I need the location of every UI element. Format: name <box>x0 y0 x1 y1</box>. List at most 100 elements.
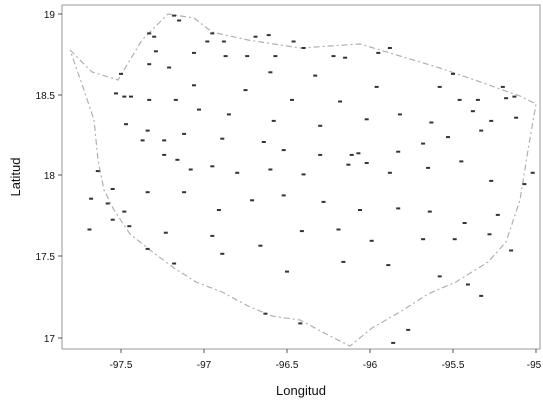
data-point <box>162 153 167 156</box>
data-point <box>245 55 250 58</box>
data-point <box>192 84 196 87</box>
data-point <box>487 233 492 236</box>
data-point <box>216 209 221 211</box>
data-point <box>429 121 434 124</box>
data-point <box>182 132 187 135</box>
data-point <box>421 238 426 241</box>
data-point <box>110 218 115 221</box>
data-point <box>426 166 431 169</box>
data-point <box>446 136 450 139</box>
data-point <box>386 264 391 267</box>
plot-frame <box>61 4 541 350</box>
data-point <box>281 149 286 152</box>
data-point <box>301 173 306 176</box>
x-axis-label: Longitud <box>276 383 326 398</box>
data-point <box>177 19 182 22</box>
data-point <box>119 72 123 75</box>
data-point <box>512 95 517 98</box>
data-point <box>140 139 145 142</box>
x-tick-label: -95.5 <box>442 360 465 371</box>
data-point <box>459 160 464 163</box>
data-point <box>145 191 150 194</box>
y-tick-label: 17 <box>44 334 56 345</box>
data-point <box>95 170 100 173</box>
data-point <box>162 139 167 142</box>
data-point <box>220 137 225 140</box>
data-point <box>427 210 432 213</box>
data-points <box>87 14 535 344</box>
data-point <box>495 213 500 216</box>
data-point <box>172 262 177 265</box>
data-point <box>341 260 346 263</box>
data-point <box>299 230 304 233</box>
data-point <box>210 234 215 237</box>
data-point <box>268 71 273 74</box>
data-point <box>173 98 178 101</box>
data-point <box>205 40 210 43</box>
data-point <box>145 129 150 132</box>
data-point <box>153 50 158 53</box>
data-point <box>364 118 369 121</box>
data-point <box>369 239 374 242</box>
data-point <box>89 197 94 200</box>
data-point <box>358 209 362 211</box>
y-tick-label: 18 <box>44 171 56 182</box>
data-point <box>406 328 411 331</box>
data-point <box>145 247 150 250</box>
data-point <box>396 150 401 153</box>
data-point <box>437 275 442 278</box>
data-point <box>122 210 127 213</box>
region-outline <box>69 13 537 347</box>
data-point <box>291 40 296 43</box>
data-point <box>489 119 494 122</box>
data-point <box>147 63 152 66</box>
data-point <box>387 47 392 49</box>
data-point <box>263 312 268 315</box>
data-point <box>509 249 514 252</box>
data-point <box>167 66 172 69</box>
data-point <box>129 95 133 98</box>
data-point <box>223 55 228 58</box>
data-point <box>192 51 196 54</box>
x-tick-label: -96.5 <box>276 360 299 371</box>
data-point <box>258 244 263 247</box>
data-point <box>374 85 379 88</box>
data-point <box>235 171 240 174</box>
data-point <box>266 34 271 37</box>
data-point <box>376 51 381 54</box>
data-point <box>331 55 336 58</box>
data-point <box>349 153 354 156</box>
data-point <box>226 113 231 116</box>
x-tick-label: -97.5 <box>110 360 133 371</box>
data-point <box>147 98 152 101</box>
data-point <box>220 252 225 255</box>
data-point <box>346 163 351 166</box>
data-point <box>462 222 467 224</box>
data-point <box>479 294 484 297</box>
data-point <box>172 14 177 17</box>
data-point <box>391 341 396 344</box>
data-point <box>489 179 494 182</box>
y-tick-label: 18.5 <box>36 91 56 102</box>
data-point <box>465 283 470 286</box>
data-point <box>105 202 110 205</box>
data-point <box>290 98 294 101</box>
data-point <box>127 225 132 228</box>
data-point <box>364 162 369 164</box>
y-tick-label: 17.5 <box>36 252 56 263</box>
data-point <box>87 228 92 231</box>
data-point <box>197 108 201 111</box>
data-point <box>271 119 276 122</box>
data-point <box>452 238 457 241</box>
y-axis-label: Latitud <box>8 157 23 196</box>
data-point <box>421 142 426 145</box>
data-point <box>124 123 128 126</box>
data-point <box>475 98 480 101</box>
data-point <box>318 153 323 156</box>
y-axis-ticks <box>58 13 62 339</box>
data-point <box>343 56 348 59</box>
y-tick-label: 19 <box>44 10 56 21</box>
data-point <box>243 89 248 92</box>
data-point <box>261 141 266 143</box>
data-point <box>470 110 475 113</box>
